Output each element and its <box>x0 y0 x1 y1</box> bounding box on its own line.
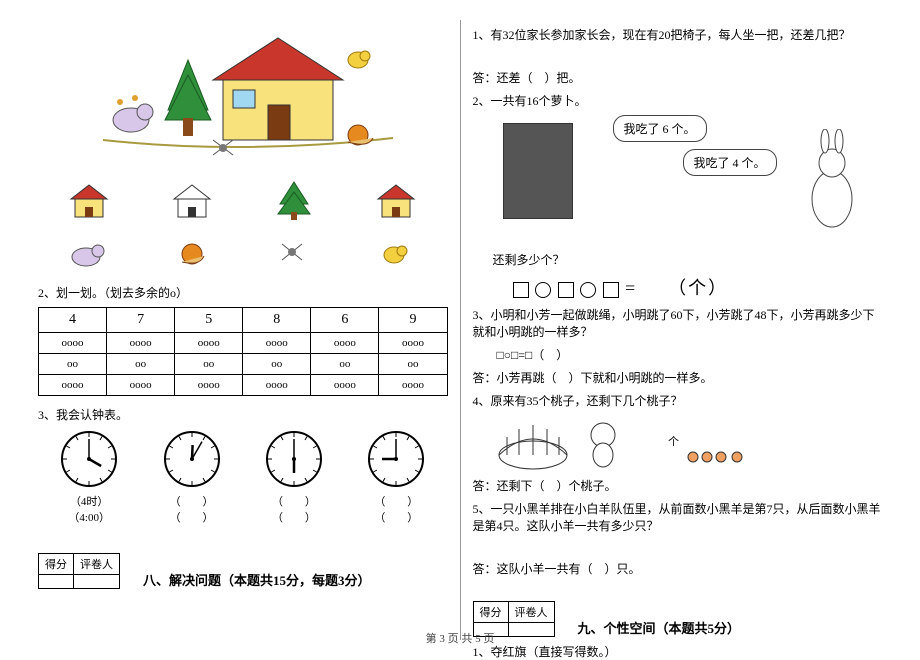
clock-label: （ ） <box>366 509 426 525</box>
table-header: 9 <box>379 308 447 333</box>
clock-label: （ ） <box>264 509 324 525</box>
scene-illustration <box>73 20 413 170</box>
speech-bubble-2: 我吃了 4 个。 <box>683 149 777 176</box>
q2-label: 2、划一划。（划去多余的o） <box>38 284 448 301</box>
p2-eq-tail: = （个） <box>625 278 728 298</box>
table-cell: oooo <box>379 375 447 396</box>
score-label: 得分 <box>39 554 74 575</box>
option-house-2 <box>168 180 216 222</box>
table-cell: oo <box>107 354 175 375</box>
clock-label: （ ） <box>162 509 222 525</box>
page-footer: 第 3 页 共 5 页 <box>0 630 920 646</box>
table-cell: oo <box>175 354 243 375</box>
p4-answer: 答：还剩下（ ）个桃子。 <box>473 477 883 494</box>
p4-text: 4、原来有35个桃子，还剩下几个桃子？ <box>473 392 883 409</box>
p3-text: 3、小明和小芳一起做跳绳，小明跳了60下，小芳跳了48下，小芳再跳多少下就和小明… <box>473 306 883 340</box>
table-cell: oooo <box>107 375 175 396</box>
table-cell: oo <box>311 354 379 375</box>
table-cell: oooo <box>379 333 447 354</box>
p5-text: 5、一只小黑羊排在小白羊队伍里，从前面数小黑羊是第7只，从后面数小黑羊是第4只。… <box>473 500 883 534</box>
table-cell: oooo <box>311 333 379 354</box>
clock-icon <box>162 429 222 489</box>
table-cell: oooo <box>243 375 311 396</box>
peach-illustration: 个 <box>493 415 883 471</box>
table-header: 5 <box>175 308 243 333</box>
p5-answer: 答：这队小羊一共有（ ）只。 <box>473 560 883 577</box>
table-cell: oo <box>39 354 107 375</box>
score-box-left: 得分评卷人 <box>38 553 120 589</box>
table-cell: oooo <box>107 333 175 354</box>
p3-eq: □○□=□（ ） <box>497 346 883 363</box>
section-8-title: 八、解决问题（本题共15分，每题3分） <box>143 570 371 589</box>
p2-text: 2、一共有16个萝卜。 <box>473 92 883 109</box>
option-house-3 <box>372 180 420 222</box>
table-cell: oo <box>243 354 311 375</box>
table-cell: oooo <box>175 333 243 354</box>
option-snail <box>168 232 216 274</box>
p1-answer: 答：还差（ ）把。 <box>473 69 883 86</box>
p2-sub: 还剩多少个？ <box>493 251 883 268</box>
p1-text: 1、有32位家长参加家长会，现在有20把椅子，每人坐一把，还差几把？ <box>473 26 883 43</box>
clock-icon <box>59 429 119 489</box>
option-tree <box>270 180 318 222</box>
match-option-row <box>38 180 448 222</box>
table-header: 6 <box>311 308 379 333</box>
grader-label: 评卷人 <box>74 554 120 575</box>
svg-text:个: 个 <box>668 435 679 448</box>
table-header: 7 <box>107 308 175 333</box>
grader-label: 评卷人 <box>508 602 554 623</box>
table-cell: oooo <box>175 375 243 396</box>
option-chick <box>372 232 420 274</box>
clock-row <box>38 429 448 489</box>
rabbit-illustration: 我吃了 6 个。 我吃了 4 个。 <box>473 115 883 245</box>
table-cell: oo <box>379 354 447 375</box>
option-dog <box>65 232 113 274</box>
clock-icon <box>366 429 426 489</box>
option-mosquito <box>270 232 318 274</box>
p2-equation: = （个） <box>513 274 883 300</box>
clock-label: （4时） <box>59 493 119 509</box>
match-option-row-2 <box>38 232 448 274</box>
table-cell: oooo <box>243 333 311 354</box>
rabbit-icon <box>792 129 872 239</box>
cross-out-table: 475869 ooooooooooooooooooooooooooooooooo… <box>38 307 448 396</box>
p3-answer: 答：小芳再跳（ ）下就和小明跳的一样多。 <box>473 369 883 386</box>
clock-label: （ ） <box>366 493 426 509</box>
clock-label: （ ） <box>162 493 222 509</box>
option-house-1 <box>65 180 113 222</box>
table-cell: oooo <box>311 375 379 396</box>
score-label: 得分 <box>473 602 508 623</box>
q3-label: 3、我会认钟表。 <box>38 406 448 423</box>
clock-label: （4:00） <box>59 509 119 525</box>
speech-bubble-1: 我吃了 6 个。 <box>613 115 707 142</box>
table-header: 4 <box>39 308 107 333</box>
clock-label: （ ） <box>264 493 324 509</box>
table-cell: oooo <box>39 333 107 354</box>
table-cell: oooo <box>39 375 107 396</box>
table-header: 8 <box>243 308 311 333</box>
clock-icon <box>264 429 324 489</box>
